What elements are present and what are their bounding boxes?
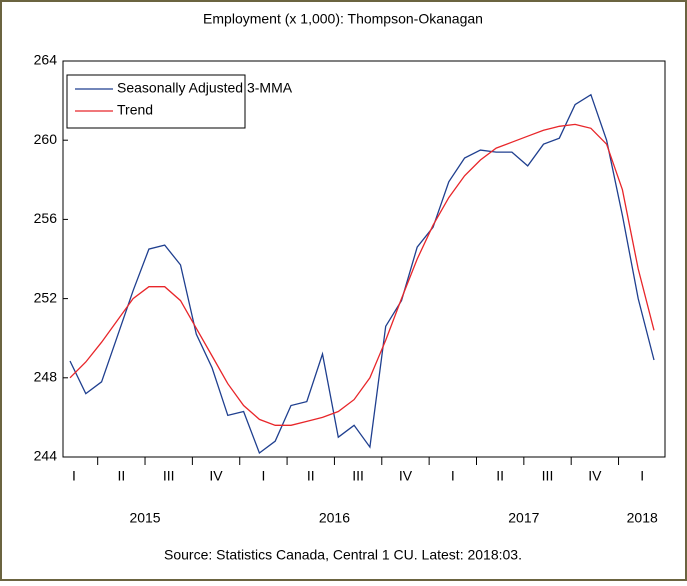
x-tick-label: II	[117, 468, 125, 484]
y-tick-label: 248	[34, 369, 58, 385]
legend-box	[66, 74, 246, 129]
x-tick-label: II	[307, 468, 315, 484]
source-note: Source: Statistics Canada, Central 1 CU.…	[164, 547, 522, 563]
year-label: 2018	[627, 510, 658, 526]
x-tick-label: I	[451, 468, 455, 484]
year-label: 2016	[319, 510, 350, 526]
x-tick-label: IV	[399, 468, 413, 484]
y-tick-label: 264	[34, 52, 58, 68]
plot-area	[62, 60, 666, 458]
x-tick-label: I	[261, 468, 265, 484]
legend-label: Seasonally Adjusted 3-MMA	[117, 80, 293, 96]
y-tick-label: 260	[34, 131, 58, 147]
x-tick-label: I	[72, 468, 76, 484]
series-line	[69, 123, 655, 426]
y-tick-label: 256	[34, 210, 58, 226]
x-tick-label: III	[352, 468, 364, 484]
chart-title: Employment (x 1,000): Thompson-Okanagan	[203, 11, 483, 27]
x-tick-label: IV	[588, 468, 602, 484]
series-line	[69, 93, 655, 455]
y-tick-label: 244	[34, 448, 58, 464]
x-tick-label: I	[640, 468, 644, 484]
year-label: 2015	[129, 510, 160, 526]
x-tick-label: III	[542, 468, 554, 484]
y-tick-label: 252	[34, 289, 58, 305]
legend-label: Trend	[117, 102, 153, 118]
year-label: 2017	[508, 510, 539, 526]
x-tick-label: IV	[209, 468, 223, 484]
x-tick-label: III	[163, 468, 175, 484]
x-tick-label: II	[496, 468, 504, 484]
